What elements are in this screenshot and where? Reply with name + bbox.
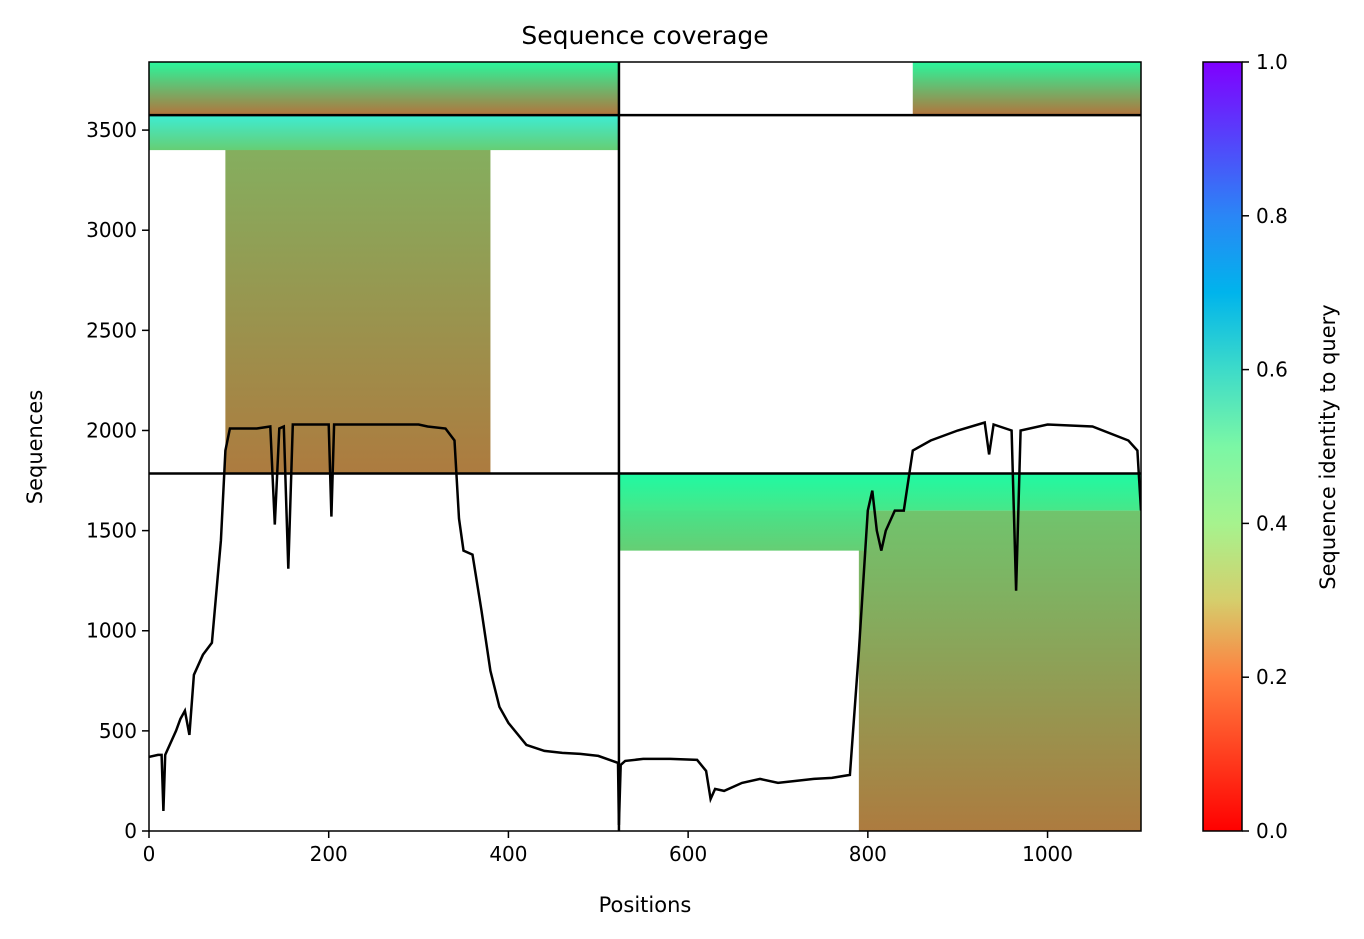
colorbar-tick-label: 0.4 <box>1256 511 1288 535</box>
colorbar-tick-label: 1.0 <box>1256 50 1288 74</box>
chart-title: Sequence coverage <box>521 21 768 50</box>
y-tick-label: 2500 <box>86 318 137 342</box>
heatmap-block-2 <box>149 62 619 116</box>
colorbar-tick-label: 0.6 <box>1256 358 1288 382</box>
x-tick-label: 1000 <box>1022 842 1073 866</box>
x-tick-label: 400 <box>489 842 527 866</box>
colorbar-ticks: 0.0 0.2 0.4 0.6 0.8 1.0 <box>1242 50 1288 843</box>
colorbar-gradient <box>1202 61 1243 832</box>
x-axis-label: Positions <box>599 893 692 917</box>
y-tick-label: 3000 <box>86 218 137 242</box>
y-tick-label: 2000 <box>86 418 137 442</box>
y-axis-ticks: 0 500 1000 1500 2000 2500 3000 3500 <box>86 118 149 843</box>
heatmap-block-3 <box>858 510 1141 831</box>
colorbar-label: Sequence identity to query <box>1316 304 1340 589</box>
segment-boundaries <box>149 62 1141 831</box>
x-tick-label: 600 <box>669 842 707 866</box>
plot-frame <box>148 61 1142 832</box>
y-axis-label: Sequences <box>23 390 47 505</box>
heatmap-block-1 <box>149 115 619 151</box>
colorbar-tick-label: 0.8 <box>1256 204 1288 228</box>
heatmap-block-5 <box>618 473 1141 511</box>
x-axis-ticks: 0 200 400 600 800 1000 <box>143 831 1073 866</box>
coverage-line <box>149 420 1141 826</box>
x-tick-label: 200 <box>310 842 348 866</box>
colorbar-tick-label: 0.2 <box>1256 665 1288 689</box>
y-tick-label: 1000 <box>86 619 137 643</box>
y-tick-label: 3500 <box>86 118 137 142</box>
x-tick-label: 800 <box>849 842 887 866</box>
plot-area <box>149 62 1141 831</box>
colorbar-tick-label: 0.0 <box>1256 819 1288 843</box>
y-tick-label: 1500 <box>86 519 137 543</box>
coverage-heatmap <box>149 62 1141 831</box>
colorbar: 0.0 0.2 0.4 0.6 0.8 1.0 Sequence identity to … <box>1202 50 1340 843</box>
y-tick-label: 500 <box>99 719 137 743</box>
y-tick-label: 0 <box>124 819 137 843</box>
heatmap-block-0 <box>225 115 491 474</box>
x-tick-label: 0 <box>143 842 156 866</box>
heatmap-block-6 <box>912 62 1141 116</box>
